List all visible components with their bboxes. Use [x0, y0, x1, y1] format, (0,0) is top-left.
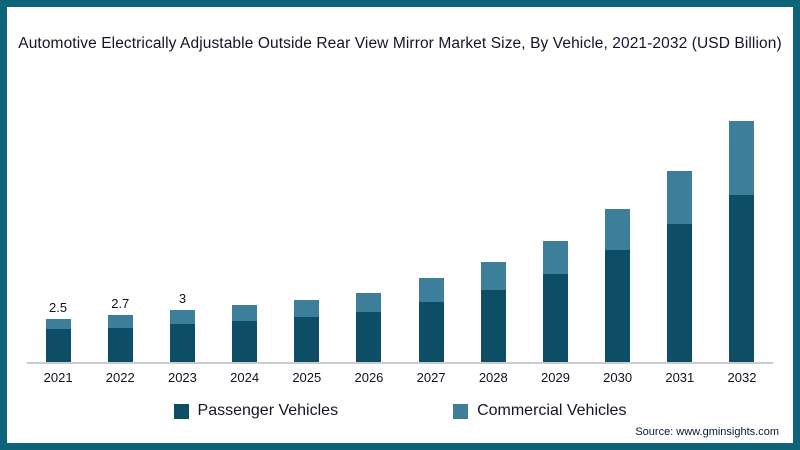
x-axis: 2021 2022 2023 2024 2025 2026 2027 2028 2029 2030…: [27, 370, 773, 385]
bar-value-label: 2.5: [49, 299, 68, 315]
stacked-bar: [232, 305, 258, 362]
passenger-vehicles-segment: [294, 317, 320, 362]
x-tick-label: 2028: [478, 370, 508, 385]
x-tick-label: 2029: [541, 370, 570, 385]
x-tick-label: 2024: [230, 370, 260, 385]
passenger-vehicles-segment: [232, 320, 258, 362]
x-tick-label: 2031: [665, 370, 695, 385]
commercial-vehicles-segment: [542, 241, 568, 275]
bar-column: [338, 274, 400, 362]
bar-column: [400, 259, 462, 362]
stacked-bar: [542, 241, 568, 362]
legend: Passenger Vehicles Commercial Vehicles: [7, 402, 793, 420]
x-tick-label: 2030: [603, 370, 633, 385]
passenger-vehicles-segment: [356, 312, 382, 362]
bar-column: [587, 190, 649, 362]
passenger-vehicles-segment: [729, 194, 755, 362]
commercial-vehicles-segment: [294, 299, 320, 318]
commercial-vehicles-segment: [605, 208, 631, 250]
stacked-bar: [45, 318, 71, 362]
legend-label-passenger-vehicles: Passenger Vehicles: [197, 402, 339, 419]
stacked-bar: [729, 120, 755, 362]
source-text: Source: www.gminsights.com: [635, 426, 779, 438]
passenger-vehicles-segment: [480, 289, 506, 362]
x-tick-label: 2032: [727, 370, 757, 385]
bar-column: [524, 222, 586, 362]
stacked-bar: [480, 262, 506, 362]
bar-column: [276, 281, 338, 362]
passenger-vehicles-segment: [418, 301, 444, 362]
commercial-vehicles-segment: [45, 318, 71, 330]
commercial-vehicles-segment: [169, 310, 195, 325]
plot-area: 2.5 2.7 3 2021 2022 2023 2024 2025 2026 2027 2028…: [27, 112, 773, 385]
commercial-vehicles-segment: [729, 120, 755, 195]
commercial-vehicles-swatch: [453, 403, 469, 419]
legend-item-passenger-vehicles: Passenger Vehicles: [173, 402, 339, 420]
commercial-vehicles-segment: [232, 305, 258, 321]
bar-value-label: 3: [178, 291, 187, 307]
commercial-vehicles-segment: [356, 293, 382, 312]
passenger-vehicles-segment: [542, 274, 568, 362]
chart-title: Automotive Electrically Adjustable Outsi…: [18, 35, 782, 52]
x-tick-label: 2027: [416, 370, 446, 385]
legend-item-commercial-vehicles: Commercial Vehicles: [453, 402, 626, 420]
stacked-bar: [667, 170, 693, 362]
commercial-vehicles-segment: [107, 315, 133, 328]
stacked-bar: [169, 310, 195, 362]
bar-column: [711, 102, 773, 362]
x-tick-label: 2021: [43, 370, 73, 385]
bars-region: 2.5 2.7 3: [27, 112, 773, 364]
passenger-vehicles-segment: [107, 327, 133, 362]
stacked-bar: [605, 208, 631, 362]
bar-column: [649, 152, 711, 362]
legend-label-commercial-vehicles: Commercial Vehicles: [477, 402, 627, 419]
bar-column: 3: [151, 291, 213, 362]
passenger-vehicles-segment: [169, 324, 195, 362]
commercial-vehicles-segment: [667, 170, 693, 225]
x-tick-label: 2023: [167, 370, 197, 385]
stacked-bar: [418, 277, 444, 362]
stacked-bar: [294, 299, 320, 362]
passenger-vehicles-swatch: [173, 403, 189, 419]
passenger-vehicles-segment: [605, 249, 631, 362]
commercial-vehicles-segment: [480, 262, 506, 290]
bar-column: 2.5: [27, 300, 89, 362]
x-tick-label: 2026: [354, 370, 384, 385]
bar-column: [462, 243, 524, 362]
x-tick-label: 2022: [105, 370, 135, 385]
commercial-vehicles-segment: [418, 277, 444, 302]
stacked-bar: [107, 315, 133, 362]
passenger-vehicles-segment: [45, 329, 71, 362]
passenger-vehicles-segment: [667, 224, 693, 362]
bar-column: 2.7: [89, 296, 151, 362]
stacked-bar: [356, 293, 382, 362]
bar-value-label: 2.7: [111, 296, 130, 312]
x-tick-label: 2025: [292, 370, 322, 385]
bar-column: [214, 286, 276, 362]
